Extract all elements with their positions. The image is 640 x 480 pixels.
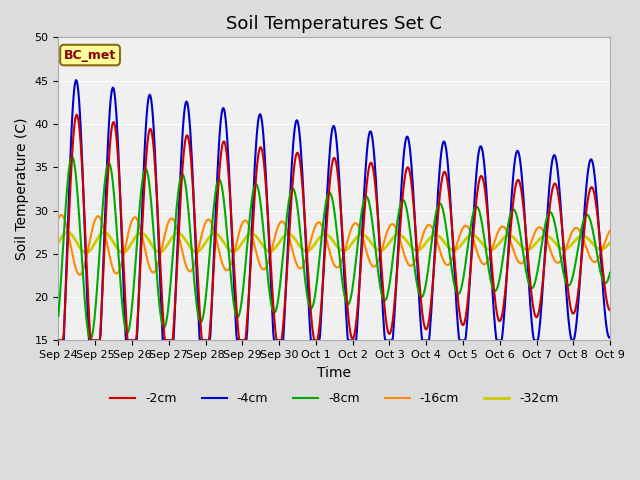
X-axis label: Time: Time [317,366,351,380]
Legend: -2cm, -4cm, -8cm, -16cm, -32cm: -2cm, -4cm, -8cm, -16cm, -32cm [105,387,563,410]
Y-axis label: Soil Temperature (C): Soil Temperature (C) [15,118,29,260]
Text: BC_met: BC_met [64,48,116,61]
Title: Soil Temperatures Set C: Soil Temperatures Set C [227,15,442,33]
